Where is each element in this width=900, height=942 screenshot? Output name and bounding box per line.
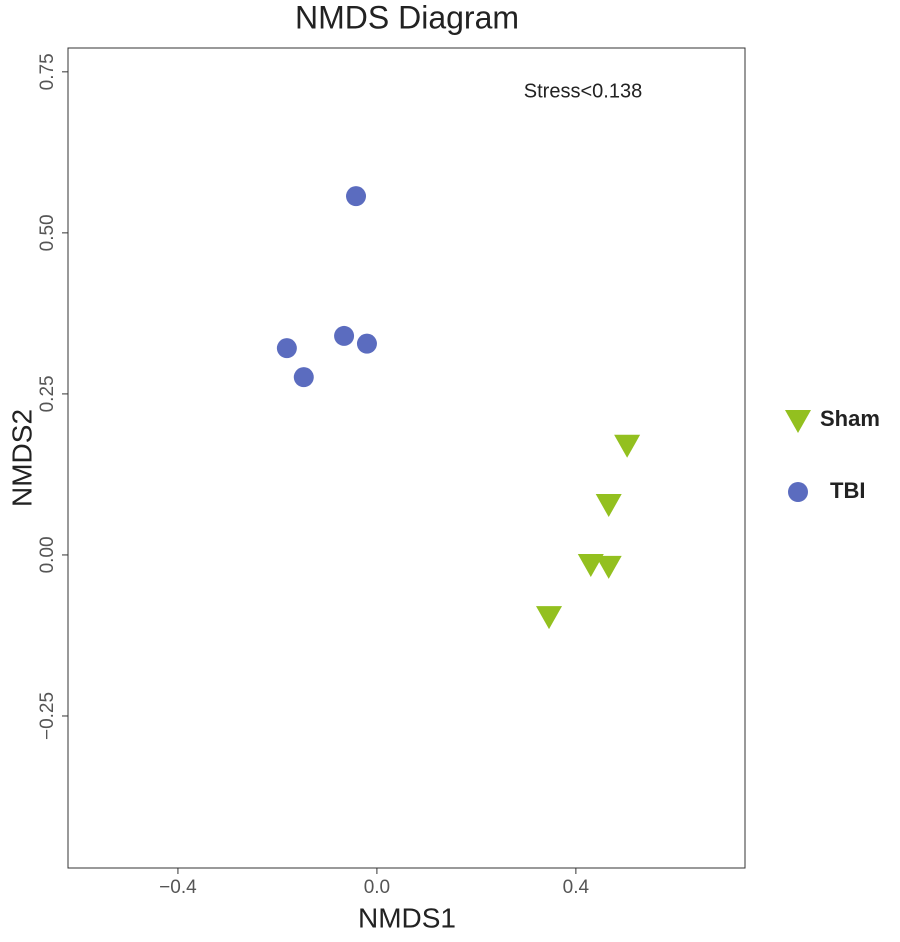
point bbox=[276, 338, 297, 359]
point bbox=[595, 494, 622, 518]
y-tick-label: 0.25 bbox=[37, 375, 58, 412]
annotation: Stress<0.138 bbox=[524, 80, 642, 102]
y-tick-label: −0.25 bbox=[37, 692, 58, 740]
x-axis-label: NMDS1 bbox=[358, 902, 456, 933]
point bbox=[346, 186, 367, 207]
point bbox=[595, 555, 622, 579]
point bbox=[577, 553, 604, 577]
legend-label: TBI bbox=[830, 478, 865, 503]
legend-marker bbox=[788, 482, 808, 502]
legend-label: Sham bbox=[820, 406, 880, 431]
y-tick-label: 0.00 bbox=[37, 536, 58, 573]
point bbox=[614, 434, 641, 458]
x-tick-label: 0.4 bbox=[563, 877, 590, 898]
point bbox=[536, 606, 563, 630]
y-axis-label: NMDS2 bbox=[6, 409, 37, 507]
plot-frame bbox=[67, 47, 746, 869]
point bbox=[334, 325, 355, 346]
legend-marker bbox=[785, 410, 811, 433]
x-tick-label: 0.0 bbox=[364, 877, 390, 898]
y-tick-label: 0.50 bbox=[37, 214, 58, 251]
point bbox=[356, 333, 377, 354]
point bbox=[293, 367, 314, 388]
y-tick-label: 0.75 bbox=[37, 53, 58, 90]
x-tick-label: −0.4 bbox=[159, 877, 197, 898]
chart-title: NMDS Diagram bbox=[295, 0, 519, 35]
